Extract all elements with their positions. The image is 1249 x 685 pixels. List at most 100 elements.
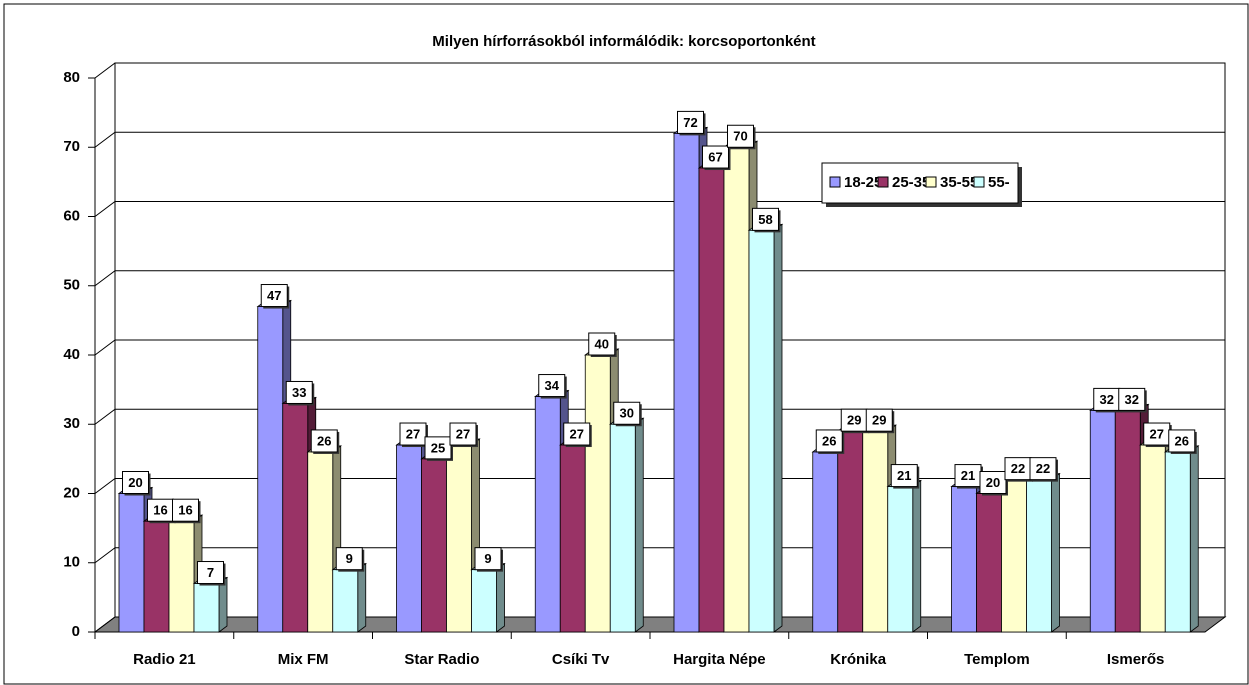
bar-front <box>673 132 700 633</box>
bar-front <box>748 229 775 633</box>
bar <box>747 223 784 633</box>
data-label-box <box>890 464 918 488</box>
data-label: 25 <box>431 440 445 455</box>
data-label-box <box>122 471 149 494</box>
bar-front <box>1114 409 1141 633</box>
bar <box>609 417 645 633</box>
data-label: 27 <box>456 426 470 441</box>
data-label: 22 <box>1011 461 1025 476</box>
data-label-box <box>197 561 224 585</box>
legend-swatch <box>877 176 889 188</box>
x-tick-label: Templom <box>964 651 1030 668</box>
legend <box>821 162 1019 204</box>
x-tick-label: Radio 21 <box>133 651 196 668</box>
data-label-box <box>172 498 199 522</box>
bar <box>886 479 922 633</box>
data-label-box <box>588 332 616 356</box>
bar-front <box>1139 444 1166 633</box>
data-label-box <box>310 429 338 453</box>
data-label: 21 <box>897 468 911 483</box>
data-label-box <box>865 408 893 432</box>
x-tick-label: Krónika <box>830 651 887 668</box>
data-label-box <box>1029 457 1057 481</box>
legend-swatch <box>973 176 985 188</box>
grid-line <box>94 270 1225 287</box>
data-label: 20 <box>986 475 1000 490</box>
bar-front <box>118 493 145 633</box>
data-label-box <box>563 422 591 446</box>
data-label: 58 <box>758 212 772 227</box>
data-label: 22 <box>1036 461 1050 476</box>
y-tick-label: 70 <box>63 138 80 155</box>
bar-front <box>559 444 586 633</box>
data-label: 30 <box>620 406 634 421</box>
data-label: 26 <box>317 433 331 448</box>
data-label-box <box>260 284 288 308</box>
y-tick-label: 60 <box>63 207 80 224</box>
bar-front <box>534 396 561 633</box>
data-label: 27 <box>570 426 584 441</box>
bar-front <box>282 403 309 633</box>
bar-front <box>887 486 914 633</box>
data-label: 20 <box>128 475 142 490</box>
bar <box>192 576 229 633</box>
bar-side <box>1189 445 1199 633</box>
data-label: 26 <box>822 433 836 448</box>
bar-front <box>698 167 725 633</box>
data-label: 26 <box>1175 433 1189 448</box>
y-tick-label: 80 <box>63 69 80 86</box>
data-label-box <box>285 380 313 404</box>
data-label-box <box>752 207 779 231</box>
data-label: 27 <box>1150 426 1164 441</box>
bar-front <box>837 430 864 633</box>
x-tick-label: Star Radio <box>404 651 479 668</box>
data-label: 32 <box>1100 392 1114 407</box>
data-label-box <box>449 422 477 446</box>
data-label: 21 <box>961 468 975 483</box>
data-label: 29 <box>847 413 861 428</box>
data-label-box <box>335 547 363 571</box>
data-label: 32 <box>1125 392 1139 407</box>
data-label: 67 <box>708 149 722 164</box>
data-label-box <box>613 401 641 425</box>
data-label: 27 <box>406 426 420 441</box>
x-tick-label: Ismerős <box>1107 651 1165 668</box>
y-tick-label: 20 <box>63 484 80 501</box>
x-tick-label: Mix FM <box>278 651 329 668</box>
legend-label: 18-25 <box>844 174 882 191</box>
bar-front <box>862 430 889 633</box>
bar-front <box>446 444 472 633</box>
bar-front <box>396 444 422 633</box>
y-tick-label: 40 <box>63 346 80 363</box>
data-label-box <box>424 436 452 460</box>
data-label-box <box>815 429 843 453</box>
bar-side <box>218 576 228 633</box>
y-tick-label: 0 <box>72 623 80 640</box>
grid-line <box>94 62 1225 79</box>
bar-front <box>1164 451 1191 633</box>
bar-front <box>812 451 839 633</box>
legend-label: 35-55 <box>940 174 978 191</box>
legend-label: 55- <box>988 174 1010 191</box>
y-tick-label: 50 <box>63 277 80 294</box>
data-label-box <box>979 471 1007 494</box>
bar <box>470 562 506 633</box>
data-label-box <box>538 374 566 398</box>
data-label-box <box>474 547 502 571</box>
bar-side <box>357 562 367 633</box>
bar <box>331 562 367 633</box>
data-label: 34 <box>545 378 560 393</box>
legend-swatch <box>925 176 937 188</box>
bar-side <box>1051 472 1060 633</box>
data-label: 40 <box>595 336 609 351</box>
data-label-box <box>1168 429 1196 453</box>
bar-front <box>723 146 750 633</box>
bar <box>1164 445 1200 633</box>
x-tick-label: Csíki Tv <box>552 651 610 668</box>
data-label-box <box>1118 387 1146 411</box>
bar-front <box>584 354 611 633</box>
bar-front <box>193 583 220 633</box>
data-label: 33 <box>292 385 306 400</box>
bar-front <box>951 486 977 633</box>
x-tick-label: Hargita Népe <box>673 651 766 668</box>
